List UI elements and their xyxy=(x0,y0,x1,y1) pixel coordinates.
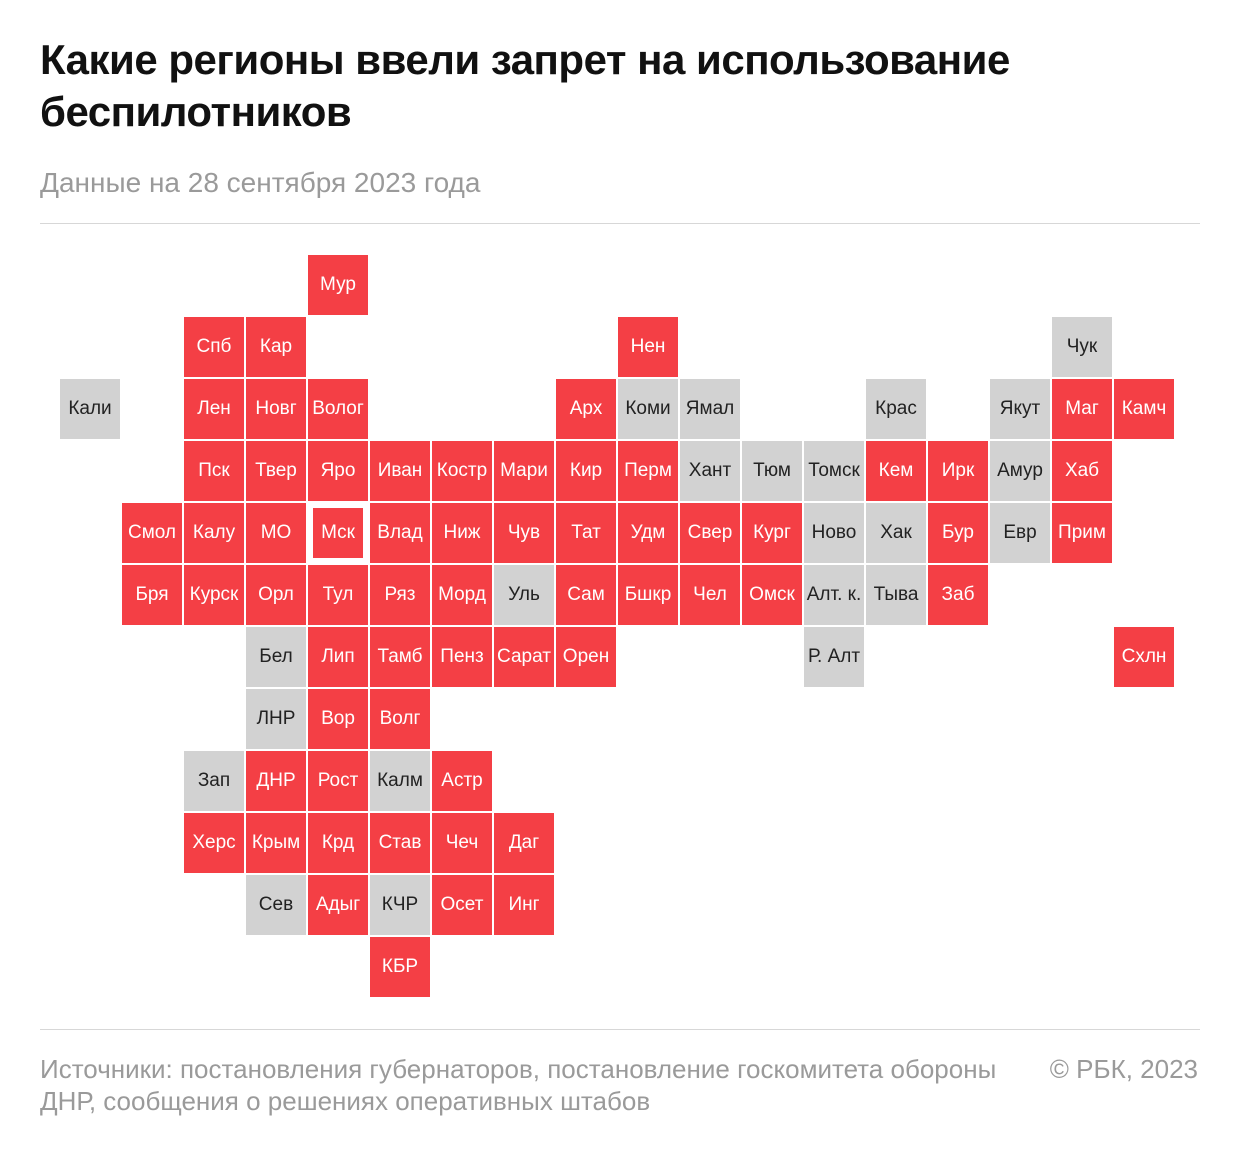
region-tile: Ряз xyxy=(370,565,430,625)
region-tile: Чел xyxy=(680,565,740,625)
region-tile: Чув xyxy=(494,503,554,563)
region-tile: Адыг xyxy=(308,875,368,935)
top-divider xyxy=(40,223,1200,224)
region-tile: Спб xyxy=(184,317,244,377)
region-tile: Рост xyxy=(308,751,368,811)
region-tile: Зап xyxy=(184,751,244,811)
region-tile: Бря xyxy=(122,565,182,625)
region-tile: Алт. к. xyxy=(804,565,864,625)
region-tile: Уль xyxy=(494,565,554,625)
region-tile: Сам xyxy=(556,565,616,625)
region-tile: Свер xyxy=(680,503,740,563)
region-tile: Тамб xyxy=(370,627,430,687)
region-tile: Тыва xyxy=(866,565,926,625)
region-tile: КБР xyxy=(370,937,430,997)
region-tile: Евр xyxy=(990,503,1050,563)
region-tile: Влад xyxy=(370,503,430,563)
region-tile: МО xyxy=(246,503,306,563)
region-tile: Мур xyxy=(308,255,368,315)
region-tile: Костр xyxy=(432,441,492,501)
region-tile: Чук xyxy=(1052,317,1112,377)
region-tile: ЛНР xyxy=(246,689,306,749)
region-tile: Волг xyxy=(370,689,430,749)
region-tile: Херс xyxy=(184,813,244,873)
region-tile: Вор xyxy=(308,689,368,749)
region-tile: Хант xyxy=(680,441,740,501)
region-tile: Кем xyxy=(866,441,926,501)
page-title: Какие регионы ввели запрет на использова… xyxy=(40,36,1010,135)
region-tile: Орен xyxy=(556,627,616,687)
region-tile: Сарат xyxy=(494,627,554,687)
region-tile: Даг xyxy=(494,813,554,873)
region-tile: Томск xyxy=(804,441,864,501)
region-tile: Схлн xyxy=(1114,627,1174,687)
region-tile: Ново xyxy=(804,503,864,563)
region-tile: Кали xyxy=(60,379,120,439)
region-tile: Ниж xyxy=(432,503,492,563)
region-tile: Чеч xyxy=(432,813,492,873)
region-tile: Прим xyxy=(1052,503,1112,563)
region-tile: Калу xyxy=(184,503,244,563)
region-tile: Новг xyxy=(246,379,306,439)
bottom-divider xyxy=(40,1029,1200,1030)
region-tile: Астр xyxy=(432,751,492,811)
region-tile: Крд xyxy=(308,813,368,873)
region-tile: Бур xyxy=(928,503,988,563)
sources-note: Источники: постановления губернаторов, п… xyxy=(40,1054,997,1116)
region-tile: Мск xyxy=(308,503,368,563)
region-tile: Орл xyxy=(246,565,306,625)
region-tile: Инг xyxy=(494,875,554,935)
region-tile: Маг xyxy=(1052,379,1112,439)
region-tile: Кург xyxy=(742,503,802,563)
region-tile: Заб xyxy=(928,565,988,625)
region-tile: Нен xyxy=(618,317,678,377)
region-tile: Тат xyxy=(556,503,616,563)
region-tile: Перм xyxy=(618,441,678,501)
region-tile: Пенз xyxy=(432,627,492,687)
region-tile: ДНР xyxy=(246,751,306,811)
region-tile: Омск xyxy=(742,565,802,625)
region-tile: Волог xyxy=(308,379,368,439)
region-tile: Тул xyxy=(308,565,368,625)
region-tile: Курск xyxy=(184,565,244,625)
region-tile: Крас xyxy=(866,379,926,439)
page-subtitle: Данные на 28 сентября 2023 года xyxy=(40,167,481,198)
region-tile: Р. Алт xyxy=(804,627,864,687)
region-tile: Хак xyxy=(866,503,926,563)
region-tile: Иван xyxy=(370,441,430,501)
region-tile: Морд xyxy=(432,565,492,625)
region-tile: Бшкр xyxy=(618,565,678,625)
region-tile: Осет xyxy=(432,875,492,935)
region-tile: Камч xyxy=(1114,379,1174,439)
region-tile: КЧР xyxy=(370,875,430,935)
region-tile: Мари xyxy=(494,441,554,501)
region-tile: Лип xyxy=(308,627,368,687)
region-tile: Яро xyxy=(308,441,368,501)
region-tile: Крым xyxy=(246,813,306,873)
region-tile: Став xyxy=(370,813,430,873)
region-tile: Коми xyxy=(618,379,678,439)
region-tile: Удм xyxy=(618,503,678,563)
region-tile: Сев xyxy=(246,875,306,935)
region-tile: Арх xyxy=(556,379,616,439)
region-tile: Ямал xyxy=(680,379,740,439)
region-tile: Бел xyxy=(246,627,306,687)
region-tile: Пск xyxy=(184,441,244,501)
region-tile: Тюм xyxy=(742,441,802,501)
region-tile: Кар xyxy=(246,317,306,377)
copyright: © РБК, 2023 xyxy=(1049,1054,1198,1084)
region-tile: Калм xyxy=(370,751,430,811)
region-tile: Кир xyxy=(556,441,616,501)
region-tile: Хаб xyxy=(1052,441,1112,501)
region-tile: Смол xyxy=(122,503,182,563)
region-tile: Якут xyxy=(990,379,1050,439)
region-tile: Ирк xyxy=(928,441,988,501)
region-tile: Лен xyxy=(184,379,244,439)
region-tile: Твер xyxy=(246,441,306,501)
region-tile: Амур xyxy=(990,441,1050,501)
